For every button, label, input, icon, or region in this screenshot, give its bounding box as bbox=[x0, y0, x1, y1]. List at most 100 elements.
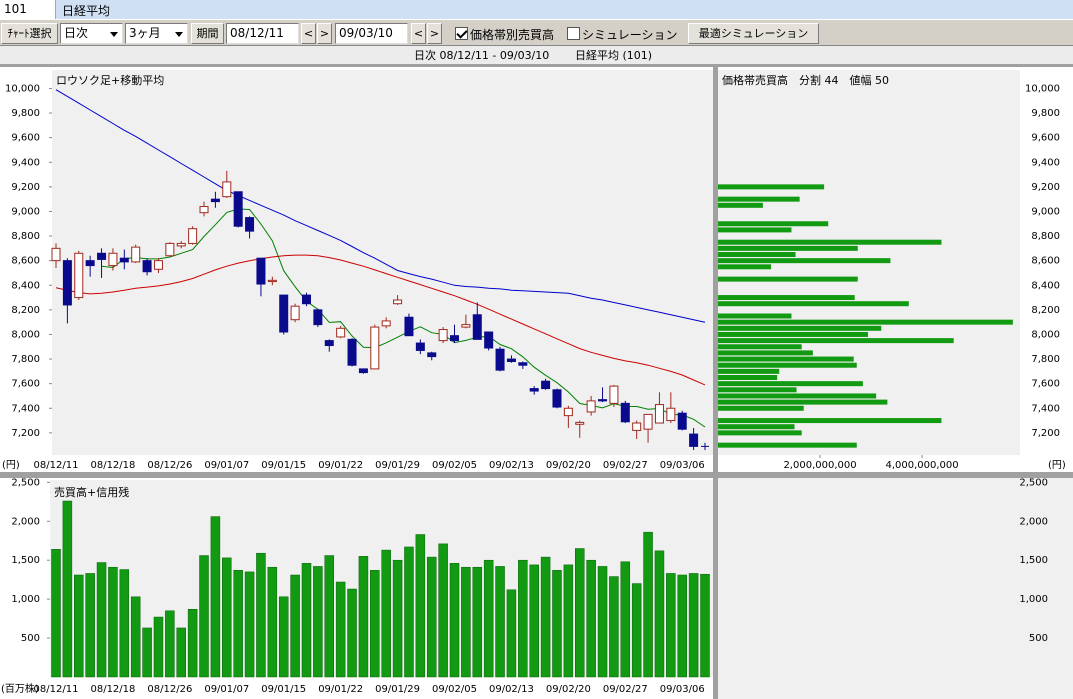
checkbox-label[interactable]: シミュレーション bbox=[582, 28, 678, 42]
candle-body bbox=[427, 352, 437, 358]
volume-bar bbox=[552, 570, 562, 678]
checkbox[interactable] bbox=[567, 27, 580, 40]
end-prev[interactable]: < bbox=[411, 23, 426, 44]
volume-profile-bar bbox=[718, 356, 854, 362]
y-tick-label: 9,600 bbox=[1031, 133, 1060, 144]
candle-body bbox=[290, 305, 300, 321]
symbol-code[interactable]: 101 bbox=[0, 0, 56, 19]
volume-bar bbox=[575, 548, 585, 678]
y-tick-label: 8,600 bbox=[11, 256, 40, 267]
y-tick-label: 9,800 bbox=[11, 108, 40, 119]
interval-select[interactable]: 日次 bbox=[60, 23, 123, 44]
y-tick-label: 2,000 bbox=[11, 516, 40, 527]
y-tick-label: 7,800 bbox=[11, 354, 40, 365]
y-tick-label: 7,400 bbox=[11, 403, 40, 414]
candle-body bbox=[495, 348, 505, 371]
candle-body bbox=[74, 252, 84, 299]
x-tick-label: 09/01/15 bbox=[261, 684, 306, 695]
candle-body bbox=[313, 309, 323, 326]
x-tick-label: 09/03/06 bbox=[660, 684, 705, 695]
candle-body bbox=[643, 413, 653, 430]
volume-bar bbox=[74, 574, 84, 678]
y-unit: (百万株) bbox=[1, 682, 39, 695]
candle-body bbox=[336, 327, 346, 338]
volume-bar bbox=[233, 570, 243, 678]
volume-profile-bar bbox=[718, 264, 772, 270]
start-prev[interactable]: < bbox=[301, 23, 316, 44]
volume-profile-bar bbox=[718, 258, 891, 264]
candle-body bbox=[51, 247, 61, 262]
volume-bar bbox=[313, 566, 323, 678]
volume-profile-bar bbox=[718, 202, 763, 208]
volume-bar bbox=[358, 556, 369, 678]
volume-bar bbox=[631, 583, 642, 678]
volume-bar bbox=[700, 573, 710, 678]
volume-bar bbox=[666, 573, 676, 678]
moving-average bbox=[101, 208, 706, 428]
candle-body bbox=[85, 260, 95, 267]
volume-bar bbox=[518, 559, 528, 678]
y-tick-label: 9,400 bbox=[11, 157, 40, 168]
span-select[interactable]: 3ヶ月 bbox=[125, 23, 188, 44]
volume-profile-bar bbox=[718, 418, 942, 424]
y-tick-label: 8,200 bbox=[1031, 305, 1060, 316]
title-bar: 101 日経平均 bbox=[0, 0, 1073, 19]
profile-title: 価格帯売買高 分割 44 値幅 50 bbox=[722, 73, 889, 87]
volume-bar bbox=[620, 561, 631, 678]
candle-body bbox=[438, 329, 448, 342]
checkbox[interactable] bbox=[455, 27, 468, 40]
y-tick-label: 9,200 bbox=[11, 182, 40, 193]
start-next[interactable]: > bbox=[317, 23, 332, 44]
y-tick-label: 9,800 bbox=[1031, 108, 1060, 119]
volume-bar bbox=[210, 516, 221, 678]
volume-bar bbox=[426, 556, 437, 678]
volume-profile-bar bbox=[718, 245, 858, 251]
y-tick-label: 8,000 bbox=[11, 329, 40, 340]
candle-body bbox=[347, 338, 357, 366]
y-tick-label: 10,000 bbox=[5, 83, 40, 94]
volume-profile-bar bbox=[718, 405, 804, 411]
y-tick-label: 7,600 bbox=[1031, 379, 1060, 390]
optimize-button[interactable]: 最適シミュレーション bbox=[688, 23, 819, 44]
candle-body bbox=[233, 191, 243, 227]
volume-bar bbox=[370, 570, 380, 678]
volume-profile-bar bbox=[718, 393, 877, 399]
volume-bar bbox=[119, 569, 130, 678]
y-tick-label: 1,500 bbox=[11, 555, 40, 566]
volume-bar bbox=[415, 534, 426, 678]
checkbox-label[interactable]: 価格帯別売買高 bbox=[470, 28, 555, 42]
end-date[interactable]: 09/03/10 bbox=[335, 23, 408, 44]
candle-body bbox=[450, 335, 460, 342]
candle-body bbox=[666, 407, 676, 422]
x-tick-label: 2,000,000,000 bbox=[783, 460, 856, 471]
end-next[interactable]: > bbox=[427, 23, 442, 44]
moving-average bbox=[55, 89, 706, 323]
volume-bar bbox=[461, 566, 471, 678]
separator bbox=[713, 66, 718, 699]
x-tick-label: 08/12/11 bbox=[34, 684, 79, 695]
volume-bar bbox=[176, 627, 186, 678]
x-tick-label: 09/02/27 bbox=[603, 684, 648, 695]
candle-body bbox=[552, 389, 562, 408]
volume-bar bbox=[199, 555, 209, 678]
candle-body bbox=[142, 260, 152, 273]
candle-body bbox=[222, 181, 232, 198]
volume-profile-bar bbox=[718, 442, 857, 448]
chart-select-button[interactable]: ﾁｬｰﾄ選択 bbox=[1, 23, 58, 44]
y-tick-label: 7,400 bbox=[1031, 403, 1060, 414]
header-range: 日次 08/12/11 - 09/03/10 bbox=[414, 48, 549, 62]
candle-body bbox=[131, 246, 141, 263]
y-tick-label: 8,600 bbox=[1031, 256, 1060, 267]
volume-profile-bar bbox=[718, 301, 909, 307]
x-tick-label: 09/01/29 bbox=[375, 460, 420, 471]
y-tick-label: 7,600 bbox=[11, 379, 40, 390]
volume-profile-bar bbox=[718, 424, 795, 430]
volume-bar bbox=[222, 557, 232, 678]
separator bbox=[0, 472, 1073, 478]
volume-bar bbox=[142, 627, 152, 678]
volume-profile-bar bbox=[718, 319, 1013, 325]
start-date[interactable]: 08/12/11 bbox=[226, 23, 299, 44]
candle-body bbox=[404, 316, 414, 337]
volume-bar bbox=[301, 563, 312, 678]
volume-profile-bar bbox=[718, 344, 802, 350]
